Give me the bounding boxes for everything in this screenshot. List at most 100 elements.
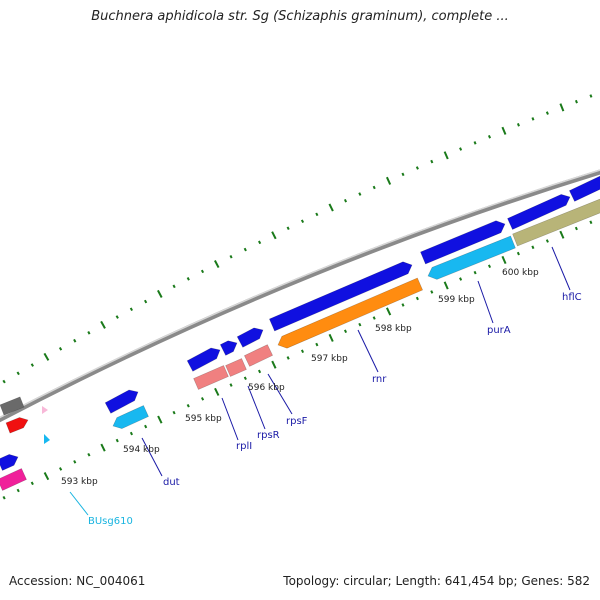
outer-tick-36 <box>501 126 507 135</box>
tick-label-598: 598 kbp <box>375 324 412 334</box>
leader-dut <box>141 437 163 477</box>
outer-tick-14 <box>186 277 190 281</box>
feature-rnr-gene <box>277 277 423 349</box>
inner-tick-11 <box>144 424 148 429</box>
inner-tick-41 <box>574 226 578 231</box>
leader-hflc <box>551 246 571 291</box>
outer-tick-31 <box>430 159 434 164</box>
tick-label-599: 599 kbp <box>438 295 475 305</box>
backbone-arc <box>0 169 600 423</box>
feature-dut-strand <box>104 389 139 414</box>
outer-tick-17 <box>229 254 233 259</box>
outer-tick-22 <box>300 219 305 224</box>
inner-tick-9 <box>115 438 119 443</box>
inner-tick-19 <box>257 369 262 374</box>
inner-tick-32 <box>443 281 449 290</box>
feature-rpli-strand <box>186 347 221 372</box>
outer-tick-29 <box>401 172 405 177</box>
outer-tick-28 <box>385 176 392 185</box>
outer-tick-6 <box>73 338 77 343</box>
outer-tick-27 <box>372 185 376 190</box>
inner-tick-23 <box>315 342 319 347</box>
feature-pura-strand <box>420 220 506 265</box>
outer-tick-3 <box>30 363 34 367</box>
leader-rpsf <box>267 373 293 415</box>
inner-tick-31 <box>430 290 434 294</box>
inner-tick-16 <box>214 387 220 396</box>
inner-tick-2 <box>16 488 20 493</box>
outer-tick-24 <box>328 203 334 212</box>
leader-rnr <box>357 329 379 373</box>
feature-cyan-marker <box>44 434 50 444</box>
feature-rpsr-gene <box>225 358 247 377</box>
inner-tick-13 <box>172 410 176 415</box>
feature-gray-block <box>0 396 25 416</box>
inner-tick-14 <box>186 403 190 408</box>
inner-tick-29 <box>401 303 405 307</box>
feature-rpsf-strand <box>236 327 264 348</box>
inner-tick-28 <box>385 307 392 316</box>
leader-busg610 <box>69 491 89 516</box>
inner-tick-40 <box>559 230 565 239</box>
gene-label-hflc: hflC <box>562 292 582 303</box>
tick-label-597: 597 kbp <box>311 354 348 364</box>
feature-edge-strand <box>568 175 600 202</box>
inner-tick-30 <box>415 296 419 301</box>
feature-left-strand <box>0 454 19 471</box>
inner-tick-33 <box>459 277 463 281</box>
gene-label-rpsr: rpsR <box>257 430 280 441</box>
backbone-highlight <box>0 169 600 419</box>
feature-hflc-strand <box>507 194 571 230</box>
inner-tick-35 <box>487 264 492 269</box>
accession-text: Accession: NC_004061 <box>9 574 146 588</box>
outer-tick-21 <box>286 226 290 231</box>
inner-tick-5 <box>59 467 63 471</box>
inner-tick-6 <box>73 460 77 464</box>
gene-label-dut: dut <box>163 477 180 488</box>
leader-rpli <box>221 397 239 441</box>
outer-tick-20 <box>271 231 277 240</box>
feature-pink-marker <box>42 406 48 414</box>
leader-rpsr <box>247 385 266 430</box>
gene-label-pura: purA <box>487 325 511 336</box>
inner-tick-37 <box>516 251 520 256</box>
gene-label-rpsf: rpsF <box>286 416 308 427</box>
inner-tick-36 <box>501 255 507 265</box>
gene-labels: BUsg610 dut rplI rpsR rpsF rnr purA hflC <box>88 292 582 527</box>
inner-tick-34 <box>473 270 477 275</box>
tick-label-600: 600 kbp <box>502 268 539 278</box>
outer-tick-8 <box>100 320 106 329</box>
feature-busg610-gene <box>0 468 27 491</box>
inner-tick-38 <box>531 245 535 250</box>
outer-tick-2 <box>16 371 20 376</box>
inner-tick-10 <box>129 431 134 436</box>
outer-tick-12 <box>157 289 163 298</box>
outer-tick-26 <box>358 192 362 196</box>
gene-label-busg610: BUsg610 <box>88 516 133 527</box>
inner-tick-24 <box>328 333 334 342</box>
outer-tick-35 <box>487 135 492 139</box>
map-title: Buchnera aphidicola str. Sg (Schizaphis … <box>91 9 509 24</box>
inner-tick-21 <box>286 356 290 360</box>
outer-tick-34 <box>473 141 477 145</box>
inner-tick-7 <box>87 452 91 457</box>
gene-label-rpli: rplI <box>236 441 252 452</box>
outer-tick-15 <box>200 269 205 274</box>
outer-tick-39 <box>545 111 549 115</box>
outer-tick-37 <box>516 123 520 127</box>
inner-tick-18 <box>243 376 247 381</box>
inner-tick-17 <box>229 383 233 387</box>
backbone <box>0 169 600 423</box>
outer-tick-41 <box>574 99 578 104</box>
tick-label-595: 595 kbp <box>185 414 222 424</box>
inner-tick-1 <box>2 495 6 500</box>
outer-tick-ring <box>2 94 593 384</box>
outer-tick-32 <box>443 151 449 160</box>
feature-hflc-gene <box>512 198 600 247</box>
feature-pura-gene <box>427 235 516 280</box>
outer-tick-23 <box>315 212 319 217</box>
feature-rpli-gene <box>193 365 229 390</box>
inner-tick-ring <box>2 220 593 500</box>
